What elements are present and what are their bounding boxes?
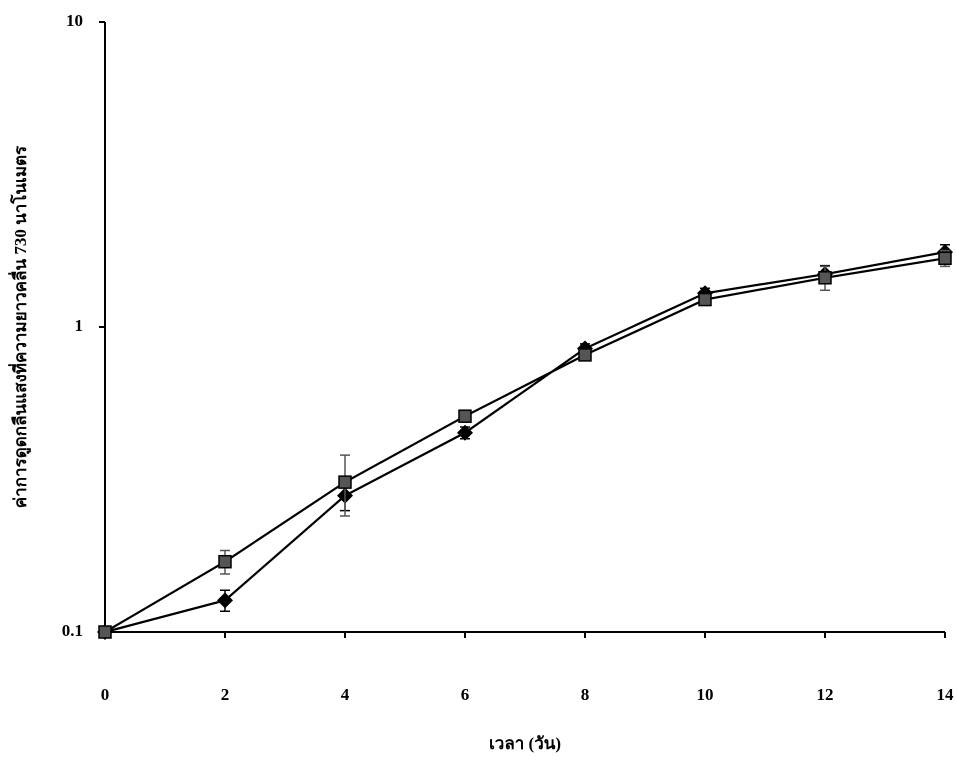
marker — [338, 475, 352, 489]
x-tick-label: 4 — [341, 685, 350, 704]
x-tick-label: 8 — [581, 685, 590, 704]
x-axis-label: เวลา (วัน) — [489, 734, 561, 753]
marker — [458, 409, 472, 423]
x-tick-label: 0 — [101, 685, 110, 704]
marker — [457, 424, 473, 441]
x-tick-label: 10 — [697, 685, 714, 704]
y-tick-label: 0.1 — [62, 621, 83, 640]
marker — [698, 292, 712, 307]
x-tick-label: 2 — [221, 685, 230, 704]
marker — [98, 625, 112, 639]
y-tick-label: 10 — [66, 11, 83, 30]
series-line — [104, 251, 946, 634]
marker — [217, 592, 233, 609]
x-tick-label: 6 — [461, 685, 470, 704]
x-tick-label: 14 — [937, 685, 955, 704]
x-tick-label: 12 — [817, 685, 834, 704]
series-line — [104, 257, 946, 633]
marker — [938, 251, 952, 266]
y-axis-label: ค่าการดูดกลืนแสงที่ความยาวคลื่น 730 นาโน… — [8, 145, 32, 508]
marker — [218, 554, 232, 569]
marker — [578, 348, 592, 362]
marker — [818, 271, 832, 285]
y-tick-label: 1 — [75, 316, 84, 335]
